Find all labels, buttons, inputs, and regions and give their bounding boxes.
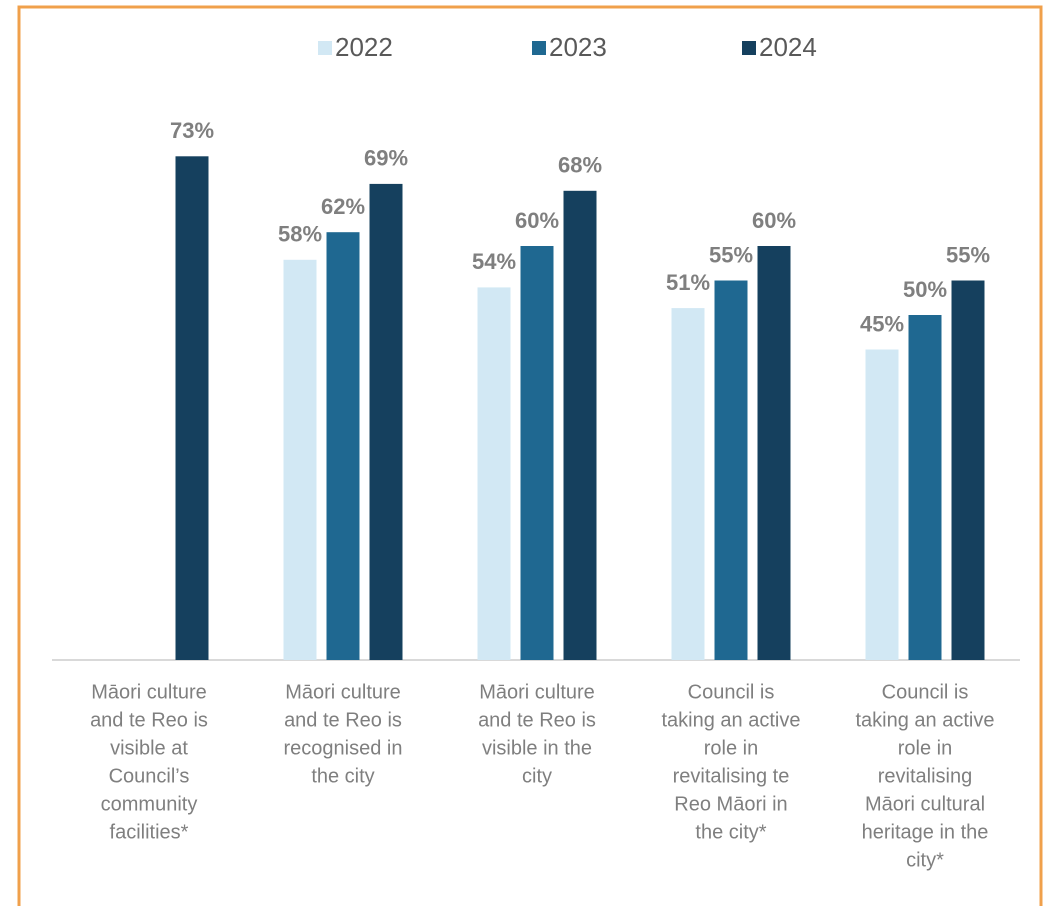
x-tick-label: Māori culture bbox=[91, 681, 207, 703]
x-tick-label: visible at bbox=[110, 737, 188, 759]
x-tick-label: taking an active bbox=[856, 709, 995, 731]
bar bbox=[175, 156, 209, 661]
data-label: 54% bbox=[472, 249, 516, 274]
x-tick-label: Council’s bbox=[109, 765, 190, 787]
bar bbox=[757, 246, 791, 660]
data-label: 50% bbox=[903, 277, 947, 302]
data-label: 55% bbox=[709, 242, 753, 267]
data-label: 51% bbox=[666, 270, 710, 295]
x-tick-label: Māori culture bbox=[479, 681, 595, 703]
bar bbox=[477, 287, 511, 660]
data-label: 58% bbox=[278, 222, 322, 247]
x-tick-label: Council is bbox=[882, 681, 969, 703]
data-label: 60% bbox=[752, 208, 796, 233]
legend-label: 2022 bbox=[335, 32, 393, 62]
x-tick-label: the city bbox=[311, 765, 374, 787]
bar bbox=[951, 280, 985, 660]
legend-label: 2024 bbox=[759, 32, 817, 62]
bar bbox=[369, 183, 403, 660]
data-label: 68% bbox=[558, 153, 602, 178]
x-tick-label: role in bbox=[704, 737, 758, 759]
data-label: 55% bbox=[946, 242, 990, 267]
x-tick-label: heritage in the bbox=[862, 821, 989, 843]
data-label: 60% bbox=[515, 208, 559, 233]
bar bbox=[283, 259, 317, 660]
x-tick-label: Māori cultural bbox=[865, 793, 985, 815]
x-tick-label: city bbox=[522, 765, 552, 787]
bar bbox=[563, 190, 597, 661]
legend-swatch bbox=[318, 41, 332, 55]
data-label: 73% bbox=[170, 118, 214, 143]
x-tick-label: recognised in bbox=[284, 737, 403, 759]
bar bbox=[326, 232, 360, 660]
legend-swatch bbox=[742, 41, 756, 55]
data-label: 62% bbox=[321, 194, 365, 219]
x-tick-label: revitalising bbox=[878, 765, 972, 787]
data-label: 45% bbox=[860, 311, 904, 336]
bar bbox=[520, 246, 554, 660]
x-tick-label: city* bbox=[906, 849, 944, 871]
data-label: 69% bbox=[364, 146, 408, 171]
x-tick-label: community bbox=[101, 793, 198, 815]
frame bbox=[17, 5, 1043, 906]
x-tick-label: facilities* bbox=[110, 821, 189, 843]
x-tick-label: the city* bbox=[695, 821, 766, 843]
x-tick-label: Council is bbox=[688, 681, 775, 703]
x-tick-label: and te Reo is bbox=[90, 709, 208, 731]
bar bbox=[671, 308, 705, 660]
bar bbox=[908, 315, 942, 660]
x-tick-label: visible in the bbox=[482, 737, 592, 759]
x-tick-label: and te Reo is bbox=[478, 709, 596, 731]
x-tick-label: role in bbox=[898, 737, 952, 759]
bar bbox=[714, 280, 748, 660]
x-tick-label: and te Reo is bbox=[284, 709, 402, 731]
x-tick-label: taking an active bbox=[662, 709, 801, 731]
x-tick-label: Reo Māori in bbox=[674, 793, 787, 815]
bar bbox=[865, 349, 899, 660]
x-tick-label: Māori culture bbox=[285, 681, 401, 703]
legend-swatch bbox=[532, 41, 546, 55]
x-tick-label: revitalising te bbox=[673, 765, 790, 787]
legend-label: 2023 bbox=[549, 32, 607, 62]
